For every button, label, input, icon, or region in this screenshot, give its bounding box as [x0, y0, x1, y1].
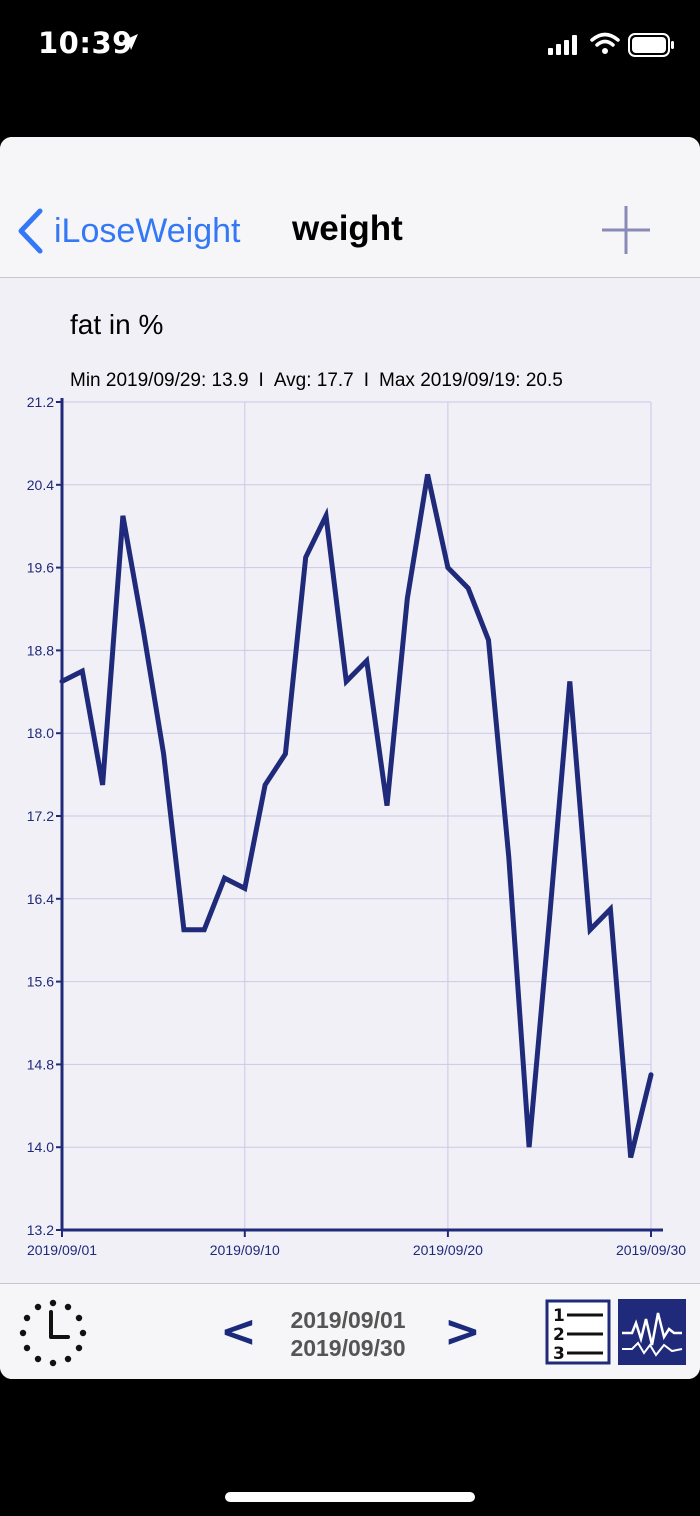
y-tick-label: 15.6: [27, 974, 54, 990]
y-tick-label: 14.8: [27, 1056, 54, 1072]
y-tick-label: 16.4: [27, 891, 54, 907]
date-range-start: 2019/09/01: [290, 1307, 406, 1333]
status-bar: 10:39: [0, 0, 700, 90]
y-tick-label: 19.6: [27, 560, 54, 576]
chevron-left-icon: [18, 208, 43, 254]
battery-icon: [628, 33, 674, 57]
navigation-bar: iLoseWeight weight: [0, 137, 700, 278]
date-range: 2019/09/01 2019/09/30: [270, 1306, 426, 1362]
stat-separator: I: [258, 370, 264, 391]
stat-max: Max 2019/09/19: 20.5: [379, 370, 563, 391]
svg-text:1: 1: [553, 1306, 565, 1326]
page-title: weight: [292, 209, 403, 248]
y-tick-label: 18.8: [27, 642, 54, 658]
status-time: 10:39: [38, 26, 133, 60]
svg-text:2: 2: [553, 1325, 565, 1345]
svg-text:3: 3: [553, 1344, 565, 1364]
back-button[interactable]: iLoseWeight: [16, 207, 241, 255]
location-arrow-icon: [122, 34, 138, 50]
next-period-button[interactable]: >: [444, 1306, 481, 1357]
x-tick-label: 2019/09/10: [210, 1242, 280, 1258]
x-tick-label: 2019/09/01: [27, 1242, 97, 1258]
stat-avg: Avg: 17.7: [273, 370, 354, 391]
date-range-end: 2019/09/30: [290, 1335, 406, 1361]
back-button-label: iLoseWeight: [54, 211, 241, 250]
y-tick-label: 17.2: [27, 808, 54, 824]
chart-view-icon[interactable]: [618, 1299, 686, 1365]
chart-title: fat in %: [70, 309, 164, 340]
stat-min: Min 2019/09/29: 13.9: [70, 370, 249, 391]
y-tick-label: 20.4: [27, 477, 54, 493]
previous-period-button[interactable]: <: [220, 1306, 257, 1357]
add-icon[interactable]: [600, 204, 652, 256]
y-tick-label: 21.2: [27, 394, 54, 410]
bottom-toolbar: < 2019/09/01 2019/09/30 > 1 2 3: [0, 1283, 700, 1379]
cellular-signal-icon: [548, 35, 577, 55]
app-sheet: iLoseWeight weight fat in % Min 2019/09/…: [0, 137, 700, 1379]
wifi-icon: [590, 32, 620, 54]
numbered-list-icon[interactable]: 1 2 3: [545, 1299, 611, 1365]
y-tick-label: 18.0: [27, 725, 54, 741]
x-tick-label: 2019/09/30: [616, 1242, 686, 1258]
fat-line-chart: 21.2 20.4 19.6 18.8 18.0 17.2 16.4 15.6 14.8 14.0…: [27, 394, 686, 1258]
clock-icon[interactable]: [18, 1298, 88, 1368]
chart-stats: Min 2019/09/29: 13.9 I Avg: 17.7 I Max 2019/…: [70, 370, 563, 392]
x-tick-label: 2019/09/20: [413, 1242, 483, 1258]
y-tick-label: 13.2: [27, 1222, 54, 1238]
series-line-fat: [59, 473, 654, 1159]
home-indicator[interactable]: [225, 1492, 475, 1502]
y-tick-label: 14.0: [27, 1139, 54, 1155]
stat-separator: I: [363, 370, 370, 391]
